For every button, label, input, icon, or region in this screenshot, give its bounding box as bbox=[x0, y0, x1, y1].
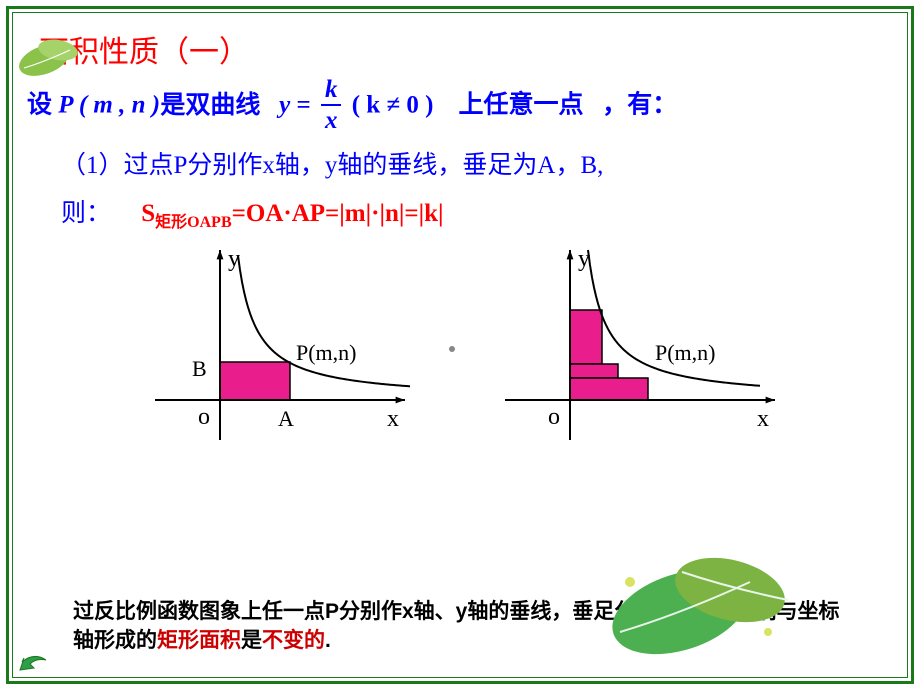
formula-rhs: =OA·AP=|m|·|n|=|k| bbox=[232, 200, 444, 227]
diagram-2: y x o P(m,n) bbox=[475, 240, 795, 455]
svg-text:P(m,n): P(m,n) bbox=[296, 340, 357, 365]
intro-line: 设 P ( m , n ) 是双曲线 y = k x ( k ≠ 0 ) 上任意… bbox=[27, 79, 887, 135]
intro-pre: 设 bbox=[27, 92, 52, 119]
intro-point: P ( m , n ) bbox=[58, 92, 160, 119]
bottom-hl1: 矩形面积 bbox=[157, 629, 241, 652]
eq-paren: ( k ≠ 0 ) bbox=[352, 92, 434, 119]
formula-sub: 矩形OAPB bbox=[155, 214, 231, 231]
svg-text:A: A bbox=[278, 406, 294, 431]
frac-num: k bbox=[321, 77, 342, 106]
formula-S: S bbox=[141, 200, 155, 227]
diagram-1-svg: y x oB A P(m,n) bbox=[125, 240, 425, 450]
conclusion-line: 则： S矩形OAPB=OA·AP=|m|·|n|=|k| bbox=[61, 193, 887, 232]
svg-text:y: y bbox=[228, 246, 240, 272]
bottom-t2: 是 bbox=[241, 629, 262, 652]
step-1: （1）过点P分别作x轴，y轴的垂线，垂足为A，B, bbox=[61, 145, 887, 181]
diagrams-row: yxoBAP(m,n) yxoP(m,n) bbox=[33, 240, 887, 455]
intro-mid1: 是双曲线 bbox=[160, 92, 260, 119]
back-arrow-icon[interactable] bbox=[16, 650, 50, 676]
conclusion-ze: 则： bbox=[61, 200, 111, 227]
fraction: k x bbox=[321, 77, 342, 133]
svg-text:x: x bbox=[387, 406, 399, 432]
eq-lhs: y bbox=[279, 92, 290, 119]
diagram-2-svg: y x o P(m,n) bbox=[475, 240, 795, 450]
leaf-top-left bbox=[14, 30, 94, 80]
svg-text:o: o bbox=[198, 404, 210, 430]
intro-mid2: 上任意一点 bbox=[459, 92, 584, 119]
frac-den: x bbox=[321, 106, 342, 133]
svg-text:o: o bbox=[548, 404, 560, 430]
conclusion-formula: S矩形OAPB=OA·AP=|m|·|n|=|k| bbox=[141, 200, 443, 227]
slide-title: 面积性质（一） bbox=[39, 27, 887, 71]
svg-text:P(m,n): P(m,n) bbox=[655, 340, 716, 365]
bottom-t3: . bbox=[325, 629, 331, 652]
leaf-bottom-right bbox=[590, 522, 800, 662]
intro-tail: ，有： bbox=[602, 92, 677, 119]
diagram-1: y x oB A P(m,n) bbox=[125, 240, 425, 455]
svg-text:x: x bbox=[757, 406, 769, 432]
bottom-hl2: 不变的 bbox=[262, 629, 325, 652]
svg-text:y: y bbox=[578, 246, 590, 272]
nav-dot bbox=[449, 346, 455, 352]
svg-text:B: B bbox=[192, 356, 207, 381]
